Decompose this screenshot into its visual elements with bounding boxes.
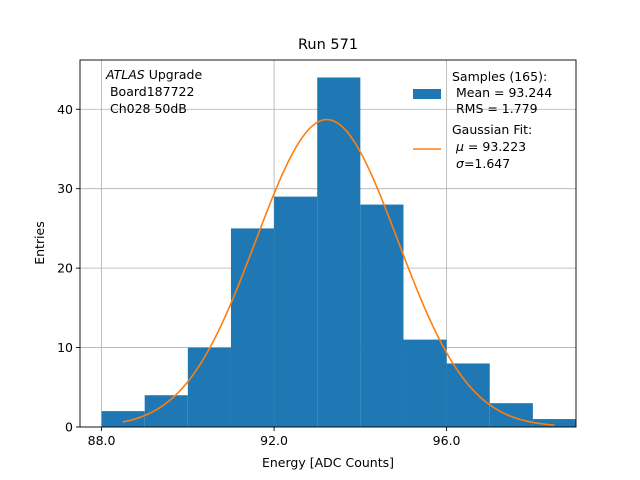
histogram-bar	[187, 347, 231, 427]
mu-symbol: μ	[455, 139, 464, 154]
channel-label: Ch028 50dB	[106, 101, 187, 116]
sigma-symbol: σ	[456, 156, 465, 171]
legend-samples-mean: Mean = 93.244	[452, 85, 552, 100]
y-tick-label: 20	[57, 261, 73, 276]
y-axis-label: Entries	[32, 221, 47, 265]
legend-fit-mu: μ = 93.223	[455, 139, 526, 154]
sigma-value: =1.647	[464, 156, 510, 171]
legend-samples-title: Samples (165):	[452, 69, 547, 84]
histogram-bar	[360, 204, 404, 427]
mu-value: = 93.223	[464, 139, 526, 154]
annotation-box: ATLAS Upgrade Board187722 Ch028 50dB	[105, 67, 202, 116]
histogram-bar	[317, 77, 361, 427]
legend-fit-sigma: σ=1.647	[456, 156, 510, 171]
y-axis-ticks: 0 10 20 30 40	[57, 102, 80, 435]
x-tick-label: 88.0	[88, 433, 116, 448]
y-tick-label: 0	[65, 420, 73, 435]
y-tick-label: 30	[57, 181, 73, 196]
histogram-bar	[144, 395, 188, 427]
gaussian-fit-curve	[122, 118, 555, 426]
histogram-bar	[403, 339, 447, 427]
plot-frame	[79, 59, 577, 428]
chart-title: Run 571	[298, 37, 358, 53]
histogram-bar	[101, 411, 145, 427]
y-tick-label: 40	[57, 102, 73, 117]
x-tick-label: 96.0	[433, 433, 461, 448]
histogram-bar	[274, 196, 318, 427]
x-axis-label: Energy [ADC Counts]	[262, 455, 394, 470]
legend-samples-rms: RMS = 1.779	[452, 101, 538, 116]
histogram-bars	[101, 77, 576, 427]
atlas-annotation: ATLAS Upgrade	[105, 67, 202, 82]
upgrade-label: Upgrade	[145, 67, 203, 82]
x-tick-label: 92.0	[260, 433, 288, 448]
histogram-bar	[489, 403, 533, 427]
y-tick-label: 10	[57, 340, 73, 355]
x-axis-ticks: 88.0 92.0 96.0	[88, 427, 461, 448]
legend-fit-title: Gaussian Fit:	[452, 122, 532, 137]
atlas-label: ATLAS	[105, 67, 145, 82]
legend: Samples (165): Mean = 93.244 RMS = 1.779…	[413, 69, 552, 171]
histogram-bar	[446, 363, 490, 427]
histogram-bar	[230, 228, 275, 427]
board-label: Board187722	[106, 84, 194, 99]
legend-swatch-samples	[413, 89, 441, 99]
histogram-bar	[532, 419, 576, 427]
